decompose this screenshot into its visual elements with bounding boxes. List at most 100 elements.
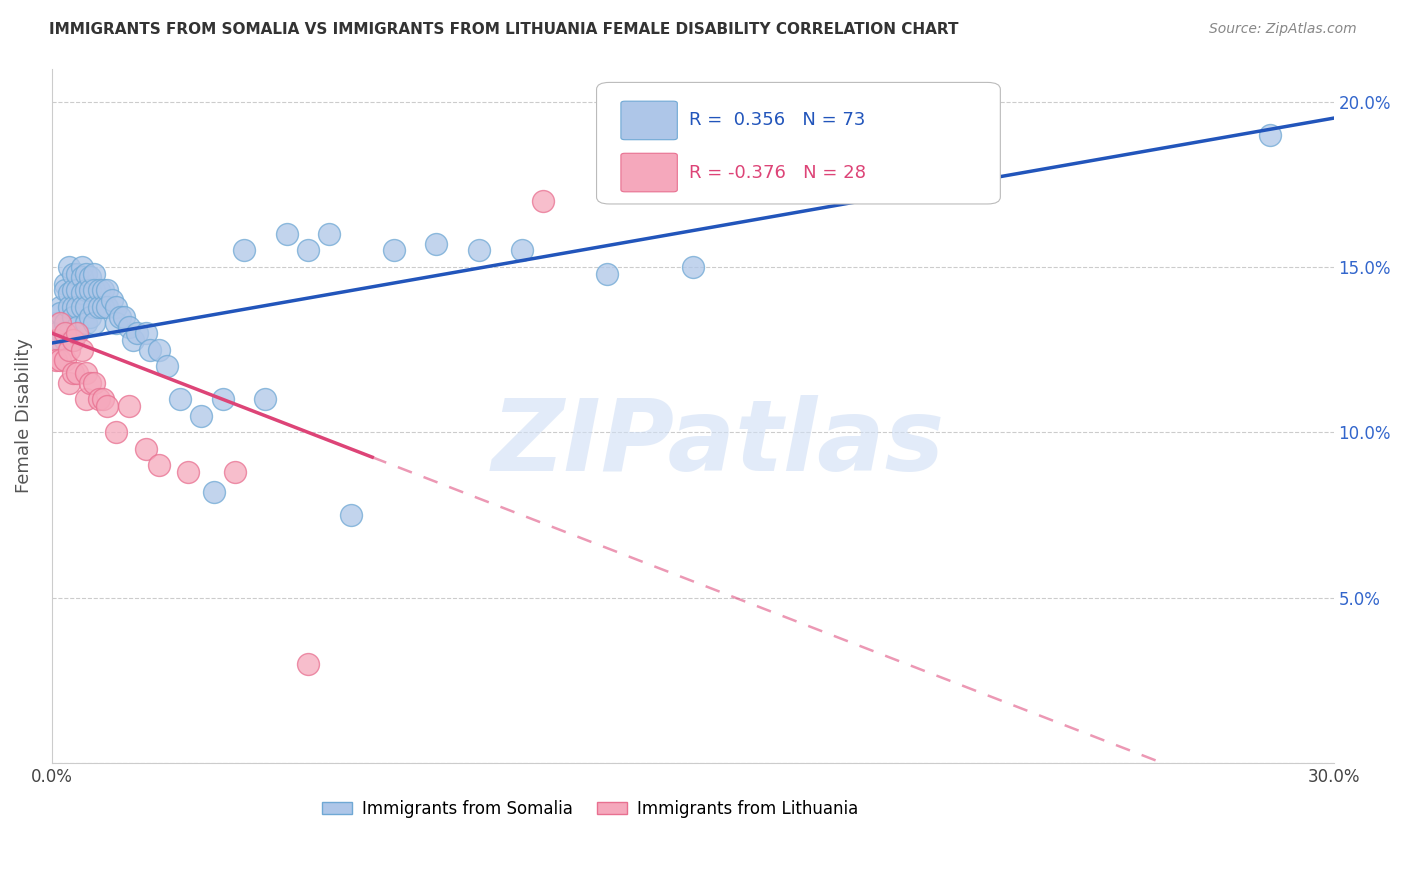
Text: Source: ZipAtlas.com: Source: ZipAtlas.com xyxy=(1209,22,1357,37)
Point xyxy=(62,333,84,347)
Point xyxy=(148,343,170,357)
Point xyxy=(58,376,80,390)
Point xyxy=(100,293,122,307)
Legend: Immigrants from Somalia, Immigrants from Lithuania: Immigrants from Somalia, Immigrants from… xyxy=(315,793,865,824)
Point xyxy=(49,306,72,320)
Point xyxy=(104,316,127,330)
Point xyxy=(254,392,277,407)
Point xyxy=(896,95,918,109)
Point xyxy=(79,310,101,324)
Point xyxy=(58,326,80,340)
Point xyxy=(211,392,233,407)
Point xyxy=(468,244,491,258)
FancyBboxPatch shape xyxy=(596,82,1000,204)
Point xyxy=(83,300,105,314)
Point xyxy=(75,300,97,314)
Point xyxy=(53,277,76,291)
Point xyxy=(297,657,319,671)
Point xyxy=(58,260,80,274)
Point xyxy=(58,343,80,357)
Point xyxy=(135,326,157,340)
Point xyxy=(45,352,67,367)
Point xyxy=(70,260,93,274)
Text: R =  0.356   N = 73: R = 0.356 N = 73 xyxy=(689,112,865,129)
Text: R = -0.376   N = 28: R = -0.376 N = 28 xyxy=(689,163,866,182)
Point xyxy=(112,310,135,324)
Point xyxy=(83,267,105,281)
Point xyxy=(75,366,97,380)
Point xyxy=(108,310,131,324)
Point xyxy=(62,267,84,281)
Point xyxy=(596,267,619,281)
Point xyxy=(58,300,80,314)
Point xyxy=(135,442,157,456)
Point xyxy=(45,333,67,347)
Point xyxy=(75,316,97,330)
Point xyxy=(62,333,84,347)
Point xyxy=(70,300,93,314)
Point xyxy=(70,269,93,284)
Point xyxy=(118,319,141,334)
Point xyxy=(510,244,533,258)
Point xyxy=(53,316,76,330)
Y-axis label: Female Disability: Female Disability xyxy=(15,338,32,493)
Text: IMMIGRANTS FROM SOMALIA VS IMMIGRANTS FROM LITHUANIA FEMALE DISABILITY CORRELATI: IMMIGRANTS FROM SOMALIA VS IMMIGRANTS FR… xyxy=(49,22,959,37)
Point xyxy=(66,267,89,281)
Point xyxy=(682,260,704,274)
Point xyxy=(104,425,127,440)
Point xyxy=(96,300,118,314)
Point xyxy=(318,227,340,241)
Text: ZIPatlas: ZIPatlas xyxy=(492,395,945,492)
Point xyxy=(96,283,118,297)
Point xyxy=(122,333,145,347)
Point xyxy=(127,326,149,340)
Point xyxy=(49,352,72,367)
Point xyxy=(62,283,84,297)
Point xyxy=(75,283,97,297)
Point xyxy=(53,283,76,297)
Point xyxy=(70,286,93,301)
Point xyxy=(45,326,67,340)
Point xyxy=(79,283,101,297)
Point xyxy=(79,376,101,390)
Point xyxy=(58,286,80,301)
Point xyxy=(531,194,554,208)
Point xyxy=(233,244,256,258)
Point xyxy=(53,352,76,367)
Point xyxy=(425,236,447,251)
Point xyxy=(70,343,93,357)
Point xyxy=(104,300,127,314)
Point xyxy=(62,310,84,324)
Point xyxy=(62,366,84,380)
Point xyxy=(169,392,191,407)
Point xyxy=(49,316,72,330)
Point xyxy=(202,484,225,499)
Point xyxy=(297,244,319,258)
Point xyxy=(83,376,105,390)
Point xyxy=(62,300,84,314)
Point xyxy=(75,267,97,281)
Point xyxy=(53,326,76,340)
Point xyxy=(1258,128,1281,142)
Point xyxy=(224,465,246,479)
Point xyxy=(87,283,110,297)
Point xyxy=(91,300,114,314)
Point xyxy=(49,333,72,347)
Point xyxy=(148,458,170,473)
Point xyxy=(118,399,141,413)
Point xyxy=(66,366,89,380)
Point xyxy=(87,300,110,314)
Point xyxy=(66,326,89,340)
Point xyxy=(79,269,101,284)
Point xyxy=(96,399,118,413)
Point xyxy=(156,359,179,374)
Point xyxy=(45,316,67,330)
Point xyxy=(83,316,105,330)
FancyBboxPatch shape xyxy=(621,101,678,140)
Point xyxy=(190,409,212,423)
FancyBboxPatch shape xyxy=(621,153,678,192)
Point xyxy=(53,333,76,347)
Point xyxy=(49,300,72,314)
Point xyxy=(87,392,110,407)
Point xyxy=(75,392,97,407)
